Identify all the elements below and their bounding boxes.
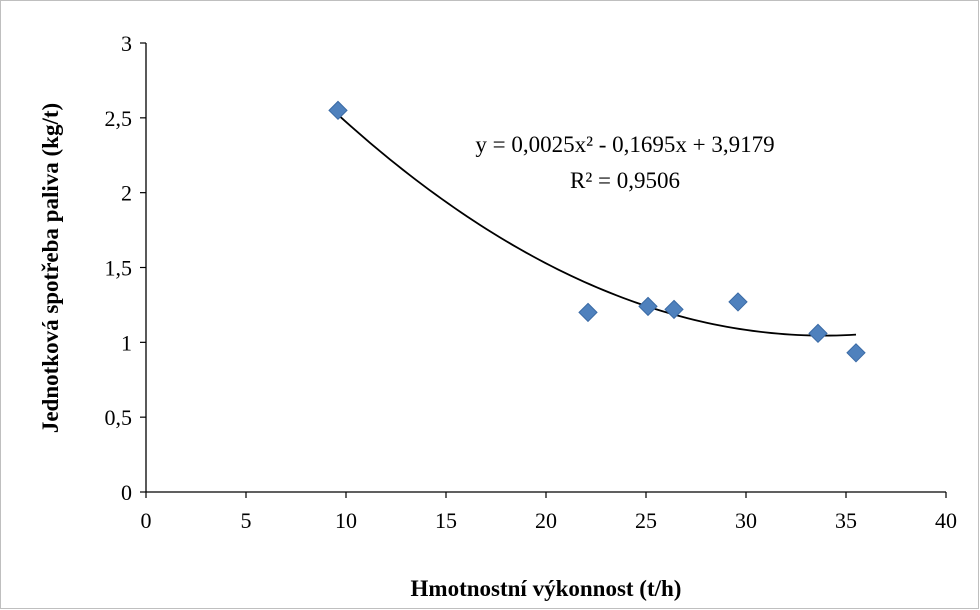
- data-point-marker: [808, 323, 828, 344]
- x-tick-label: 40: [935, 508, 957, 533]
- data-point-marker: [728, 292, 748, 312]
- y-tick-label: 2,5: [105, 106, 133, 131]
- x-axis-ticks: 0 5 10 15 20 25 30 35 40: [141, 492, 957, 533]
- data-point-marker: [664, 299, 684, 320]
- x-tick-label: 20: [535, 508, 557, 533]
- trendline: [337, 114, 857, 337]
- y-tick-label: 2: [121, 181, 132, 206]
- data-point-marker: [578, 302, 598, 323]
- data-point-marker: [846, 343, 866, 363]
- y-tick-label: 0: [121, 480, 132, 505]
- trendline-equation: y = 0,0025x² - 0,1695x + 3,9179: [475, 132, 774, 157]
- y-tick-label: 1,5: [105, 256, 133, 281]
- x-tick-label: 5: [241, 508, 252, 533]
- x-axis-title: Hmotnostní výkonnost (t/h): [411, 576, 682, 601]
- data-markers: [328, 100, 866, 363]
- x-tick-label: 35: [835, 508, 857, 533]
- data-point-marker: [328, 100, 348, 121]
- y-axis-title: Jednotková spotřeba paliva (kg/t): [38, 103, 63, 433]
- x-tick-label: 25: [635, 508, 657, 533]
- x-tick-label: 0: [141, 508, 152, 533]
- y-tick-label: 3: [121, 31, 132, 56]
- x-tick-label: 10: [335, 508, 357, 533]
- y-tick-label: 0,5: [105, 405, 133, 430]
- x-tick-label: 30: [735, 508, 757, 533]
- y-tick-label: 1: [121, 330, 132, 355]
- data-point-marker: [638, 296, 658, 317]
- axes: [145, 43, 946, 493]
- trendline-r2: R² = 0,9506: [570, 168, 680, 193]
- y-axis-ticks: 0 0,5 1 1,5 2 2,5 3: [105, 31, 146, 505]
- x-tick-label: 15: [435, 508, 457, 533]
